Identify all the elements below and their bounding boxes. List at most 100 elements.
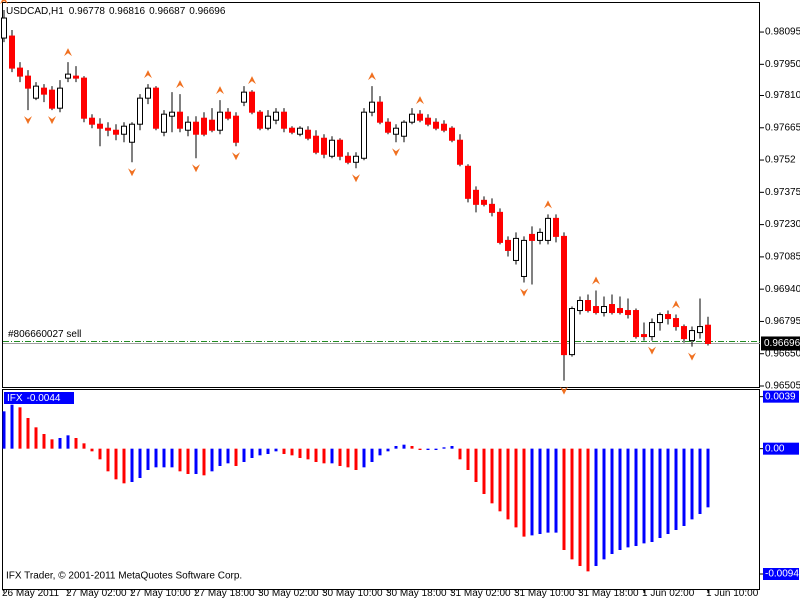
x-tick-label: 1 Jun 02:00 xyxy=(642,588,695,599)
y-tick-label: 0.96650 xyxy=(765,348,800,359)
x-tick-label: 27 May 02:00 xyxy=(66,588,127,599)
candle-body xyxy=(425,117,431,125)
candle-body xyxy=(441,123,447,131)
fractal-down xyxy=(232,152,240,161)
fractal-up xyxy=(64,48,72,57)
candle-body xyxy=(49,89,55,109)
candle-body xyxy=(233,115,239,143)
header-high: 0.96816 xyxy=(109,6,146,17)
candle-body xyxy=(705,324,711,344)
header-low: 0.96687 xyxy=(149,6,186,17)
candle-body xyxy=(433,121,439,129)
fractal-up xyxy=(248,76,256,85)
candle-body xyxy=(561,235,567,356)
bid-label: 0.96696 xyxy=(764,338,800,349)
candle-body xyxy=(321,137,327,155)
indicator-title-box xyxy=(4,392,74,404)
candle-body xyxy=(297,127,303,135)
candle-body xyxy=(25,75,31,89)
fractal-down xyxy=(48,116,56,125)
candle-body xyxy=(33,85,39,99)
indicator-y-tick-label: 0.00 xyxy=(765,443,785,454)
copyright: IFX Trader, © 2001-2011 MetaQuotes Softw… xyxy=(6,571,242,582)
candle-body xyxy=(521,239,527,277)
candle-body xyxy=(585,300,591,312)
fractal-down xyxy=(128,168,136,177)
y-tick-label: 0.97230 xyxy=(765,219,800,230)
indicator-name: IFX xyxy=(7,393,23,404)
candle-body xyxy=(649,322,655,338)
indicator-last-value: -0.0044 xyxy=(27,393,61,404)
candle-body xyxy=(217,111,223,131)
indicator-tick-box xyxy=(763,390,799,403)
fractal-down xyxy=(648,346,656,355)
candle-body xyxy=(65,73,71,79)
candle-body xyxy=(625,310,631,316)
order-label: #806660027 sell xyxy=(8,329,81,340)
x-tick-label: 30 May 02:00 xyxy=(258,588,319,599)
indicator-panel xyxy=(2,389,760,590)
x-tick-label: 1 Jun 10:00 xyxy=(706,588,759,599)
candle-body xyxy=(353,155,359,163)
indicator-y-tick-label: -0.0094 xyxy=(765,569,799,580)
fractal-up xyxy=(0,0,8,5)
indicator-tick-box xyxy=(763,442,799,455)
candle-body xyxy=(313,135,319,153)
candle-body xyxy=(209,119,215,131)
fractal-down xyxy=(392,148,400,157)
symbol: USDCAD,H1 xyxy=(6,6,64,17)
fractal-up xyxy=(176,80,184,89)
y-tick-label: 0.97665 xyxy=(765,122,800,133)
fractal-up xyxy=(672,300,680,309)
candle-body xyxy=(665,314,671,320)
x-tick-label: 30 May 18:00 xyxy=(386,588,447,599)
candle-body xyxy=(633,310,639,338)
candle-body xyxy=(193,121,199,135)
candle-body xyxy=(505,239,511,251)
fractal-up xyxy=(544,200,552,209)
indicator-y-tick-label: 0.0039 xyxy=(765,391,796,402)
x-tick-label: 31 May 02:00 xyxy=(450,588,511,599)
candle-body xyxy=(113,129,119,135)
candle-body xyxy=(289,127,295,133)
candle-body xyxy=(337,139,343,157)
y-tick-label: 0.96795 xyxy=(765,316,800,327)
y-tick-label: 0.97375 xyxy=(765,187,800,198)
candle-body xyxy=(697,326,703,334)
candle-body xyxy=(345,155,351,163)
x-tick-label: 31 May 10:00 xyxy=(514,588,575,599)
candle-body xyxy=(257,111,263,129)
candle-body xyxy=(553,217,559,237)
fractal-up xyxy=(592,276,600,285)
candle-body xyxy=(97,123,103,129)
y-tick-label: 0.96940 xyxy=(765,284,800,295)
candle-body xyxy=(617,308,623,314)
candle-body xyxy=(473,189,479,205)
candle-body xyxy=(281,111,287,129)
candle-body xyxy=(545,217,551,241)
fractal-up xyxy=(144,70,152,79)
candle-body xyxy=(129,123,135,143)
candle-body xyxy=(185,121,191,131)
y-tick-label: 0.97950 xyxy=(765,59,800,70)
chart-header: USDCAD,H1 0.96778 0.96816 0.96687 0.96696 xyxy=(6,6,226,17)
candle-body xyxy=(17,67,23,77)
fractal-down xyxy=(24,116,32,125)
y-tick-label: 0.9752 xyxy=(765,155,796,166)
candle-body xyxy=(201,117,207,135)
indicator-tick-box xyxy=(763,568,799,580)
y-tick-label: 0.97085 xyxy=(765,252,800,263)
candle-body xyxy=(417,113,423,121)
candle-body xyxy=(105,127,111,131)
candle-body xyxy=(681,326,687,340)
candle-body xyxy=(393,127,399,135)
indicator-title: IFX -0.0044 xyxy=(7,393,61,404)
candle-body xyxy=(41,87,47,95)
candle-body xyxy=(137,97,143,125)
bid-box xyxy=(761,336,800,351)
y-tick-label: 0.97810 xyxy=(765,90,800,101)
header-close: 0.96696 xyxy=(189,6,226,17)
candle-body xyxy=(401,121,407,137)
